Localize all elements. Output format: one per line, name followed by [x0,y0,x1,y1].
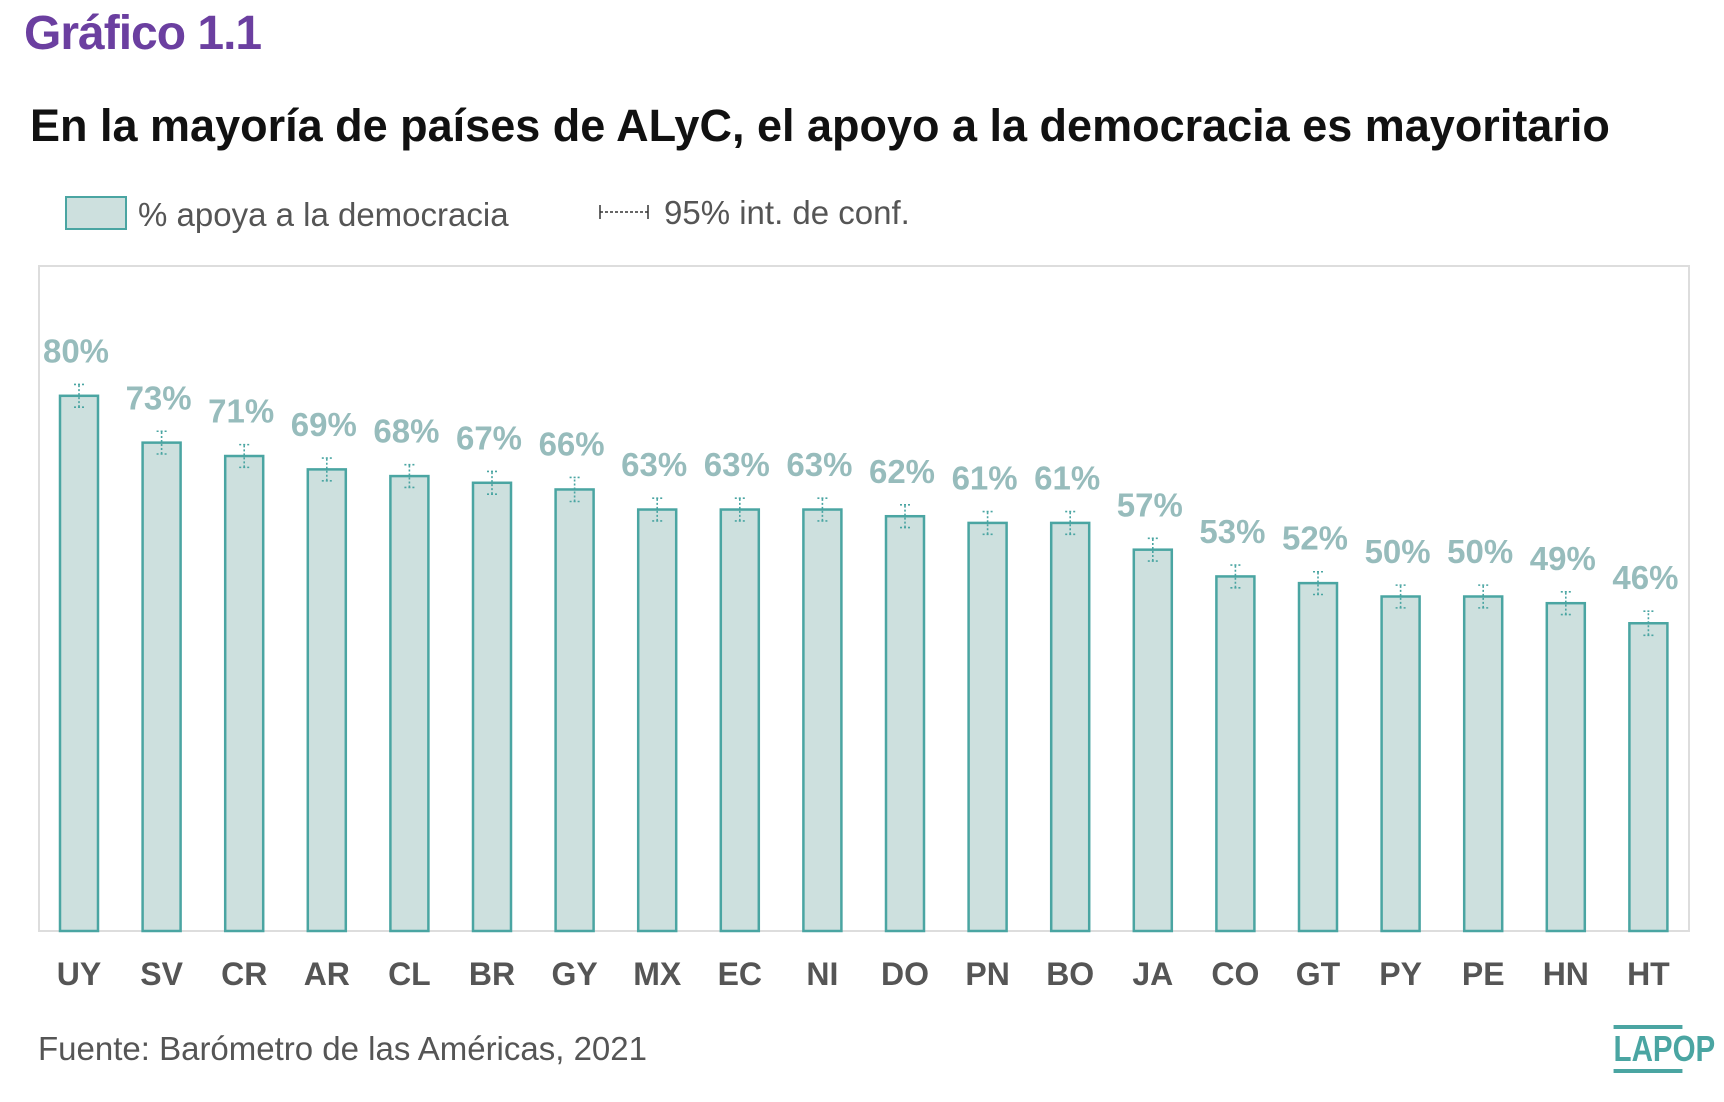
category-label-bo: BO [1046,956,1094,992]
ci-ec [734,497,745,522]
category-label-pe: PE [1462,956,1505,992]
category-label-ec: EC [718,956,762,992]
value-label-uy: 80% [43,332,109,369]
category-label-gt: GT [1296,956,1341,992]
category-label-ja: JA [1132,956,1173,992]
legend-ci-label: 95% int. de conf. [664,194,910,231]
bar-chart: 80% UY 73% SV 71% CR 69% AR 68% CL 67% BR 66% GY 63% MX… [43,332,1678,992]
ci-br [487,470,497,495]
bar-sv [141,441,182,933]
ci-mx [652,497,663,522]
ci-sv [156,430,167,455]
value-label-br: 67% [456,419,522,456]
value-label-ar: 69% [291,406,357,443]
value-label-pe: 50% [1447,533,1513,570]
lapop-logo: LAPOP [1613,1025,1715,1073]
value-label-ja: 57% [1117,486,1183,523]
bar-gt [1297,581,1339,933]
bar-hn [1545,601,1587,933]
plot-frame [38,265,1690,932]
category-label-br: BR [469,956,515,992]
bar-ec [719,508,761,933]
value-label-pn: 61% [952,460,1018,497]
ci-cr [239,443,250,469]
figure-label: Gráfico 1.1 [24,7,262,60]
ci-ja [1147,537,1158,562]
category-label-do: DO [881,956,929,992]
value-label-gt: 52% [1282,520,1348,557]
bar-py [1380,595,1421,933]
source-note: Fuente: Barómetro de las Américas, 2021 [38,1030,647,1067]
value-label-gy: 66% [539,425,605,462]
ci-py [1395,584,1406,609]
ci-uy [74,383,84,408]
bar-mx [636,508,678,933]
category-label-py: PY [1379,956,1422,992]
ci-co [1230,564,1241,589]
value-label-bo: 61% [1034,460,1100,497]
ci-ht [1643,610,1654,637]
value-label-py: 50% [1365,533,1431,570]
value-label-cl: 68% [373,413,439,450]
bar-uy [58,394,100,933]
category-label-ar: AR [304,956,350,992]
ci-pn [982,510,993,536]
ci-pe [1478,584,1489,609]
ci-gy [569,476,580,503]
value-label-hn: 49% [1530,540,1596,577]
category-label-ni: NI [806,956,838,992]
category-label-uy: UY [57,956,101,992]
category-label-cr: CR [221,956,267,992]
ci-bo [1065,510,1076,536]
bar-co [1215,575,1256,933]
value-label-co: 53% [1199,513,1265,550]
bar-br [471,481,513,933]
category-label-hn: HN [1543,956,1589,992]
bar-ar [306,468,348,933]
ci-ni [817,497,828,522]
value-label-do: 62% [869,453,935,490]
ci-cl [404,463,415,489]
category-label-gy: GY [551,956,597,992]
ci-ar [321,457,332,482]
legend-ci-swatch [599,205,649,219]
chart-title: En la mayoría de países de ALyC, el apoy… [30,100,1610,151]
bar-bo [1049,521,1091,933]
value-label-ni: 63% [786,446,852,483]
category-label-pn: PN [965,956,1009,992]
bar-ja [1132,548,1174,933]
value-label-mx: 63% [621,446,687,483]
category-label-mx: MX [633,956,682,992]
bar-pe [1462,595,1504,933]
category-label-sv: SV [140,956,183,992]
value-label-ht: 46% [1612,559,1678,596]
value-label-ec: 63% [704,446,770,483]
value-label-sv: 73% [126,379,192,416]
ci-do [900,504,910,529]
bar-do [884,514,926,933]
legend-bar-swatch [65,196,127,230]
legend-bar-label: % apoya a la democracia [138,196,509,233]
value-label-cr: 71% [208,393,274,430]
category-label-co: CO [1211,956,1259,992]
bar-cl [389,474,430,933]
bar-gy [554,488,595,933]
ci-gt [1313,570,1323,596]
category-label-ht: HT [1627,956,1670,992]
bar-ht [1628,622,1669,933]
category-label-cl: CL [388,956,431,992]
bar-ni [802,508,843,933]
bar-pn [967,521,1008,933]
bar-cr [223,454,265,933]
ci-hn [1560,591,1571,616]
